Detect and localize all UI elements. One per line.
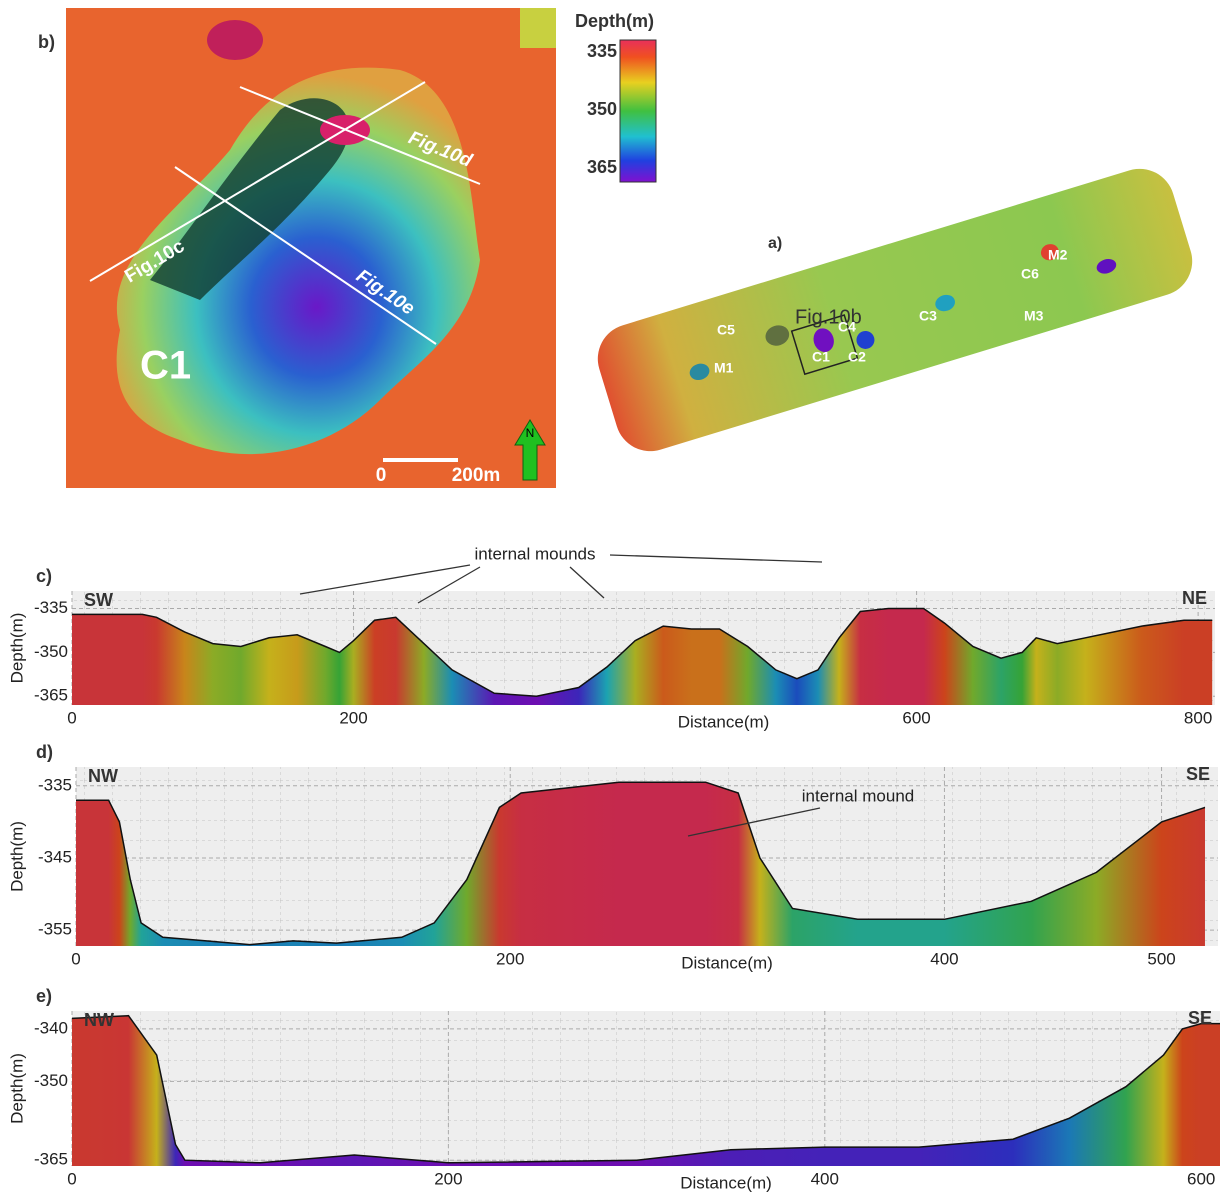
panel-label: d) (36, 742, 53, 762)
x-axis-label: Distance(m) (681, 953, 773, 972)
panel-label: a) (768, 235, 782, 252)
site-label: C4 (838, 319, 856, 335)
corner-label: NE (1182, 588, 1207, 608)
map-a: a) Fig.10b C1 C2 C3 C4 C5 C6 M1 M2 M3 (589, 160, 1201, 460)
figure: b) C1 Fig.10c Fig.10d Fig.10e 0 200m N D… (0, 0, 1226, 1193)
x-tick-label: 800 (1184, 708, 1212, 727)
y-tick-label: -350 (34, 642, 68, 661)
panel-label: e) (36, 986, 52, 1006)
y-tick-label: -335 (38, 775, 72, 794)
corner-label: SE (1186, 764, 1210, 784)
x-tick-label: 600 (902, 708, 930, 727)
x-axis-label: Distance(m) (678, 712, 770, 731)
x-tick-label: 200 (339, 708, 367, 727)
site-label: C6 (1021, 266, 1039, 282)
site-label: M2 (1048, 247, 1068, 263)
colorbar-ticks: 335 350 365 (587, 41, 617, 177)
corner-label: SW (84, 590, 113, 610)
colorbar-tick-label: 350 (587, 99, 617, 119)
y-tick-label: -340 (34, 1018, 68, 1037)
y-tick-label: -365 (34, 686, 68, 705)
site-label: M3 (1024, 308, 1044, 324)
panel-label: b) (38, 32, 55, 52)
y-tick-label: -355 (38, 920, 72, 939)
crater-label: C1 (140, 344, 191, 388)
colorbar-ramp (620, 40, 656, 182)
map-b: b) C1 Fig.10c Fig.10d Fig.10e 0 200m N (38, 8, 556, 488)
annotation: internal mound (802, 786, 914, 805)
site-label: C3 (919, 308, 937, 324)
y-tick-label: -345 (38, 847, 72, 866)
site-label: C5 (717, 322, 735, 338)
y-tick-label: -365 (34, 1150, 68, 1169)
x-axis-label: Distance(m) (680, 1173, 772, 1192)
x-tick-label: 200 (496, 949, 524, 968)
colorbar-tick-label: 335 (587, 41, 617, 61)
north-label: N (526, 426, 535, 440)
x-tick-label: 400 (811, 1169, 839, 1188)
site-label: C2 (848, 349, 866, 365)
x-tick-label: 600 (1187, 1169, 1215, 1188)
panel-label: c) (36, 566, 52, 586)
site-label: C1 (812, 349, 830, 365)
y-tick-label: -335 (34, 598, 68, 617)
x-tick-label: 500 (1147, 949, 1175, 968)
annotation: internal mounds (475, 544, 596, 563)
colorbar: Depth(m) 335 350 365 (575, 11, 656, 182)
page: {"map_b": {"panel_label": "b)", "crater_… (0, 0, 1226, 1193)
scale-label: 0 (376, 465, 387, 486)
x-tick-label: 0 (71, 949, 80, 968)
corner-label: NW (88, 766, 118, 786)
y-axis-label: Depth(m) (7, 613, 26, 684)
y-axis-label: Depth(m) (7, 1053, 26, 1124)
x-tick-label: 200 (434, 1169, 462, 1188)
x-tick-label: 0 (67, 1169, 76, 1188)
x-tick-label: 0 (67, 708, 76, 727)
corner-label: NW (84, 1010, 114, 1030)
x-tick-label: 400 (930, 949, 958, 968)
colorbar-tick-label: 365 (587, 157, 617, 177)
scale-label: 200m (452, 465, 501, 486)
colorbar-title: Depth(m) (575, 11, 654, 31)
corner-label: SE (1188, 1008, 1212, 1028)
y-tick-label: -350 (34, 1071, 68, 1090)
site-label: M1 (714, 360, 734, 376)
y-axis-label: Depth(m) (7, 821, 26, 892)
